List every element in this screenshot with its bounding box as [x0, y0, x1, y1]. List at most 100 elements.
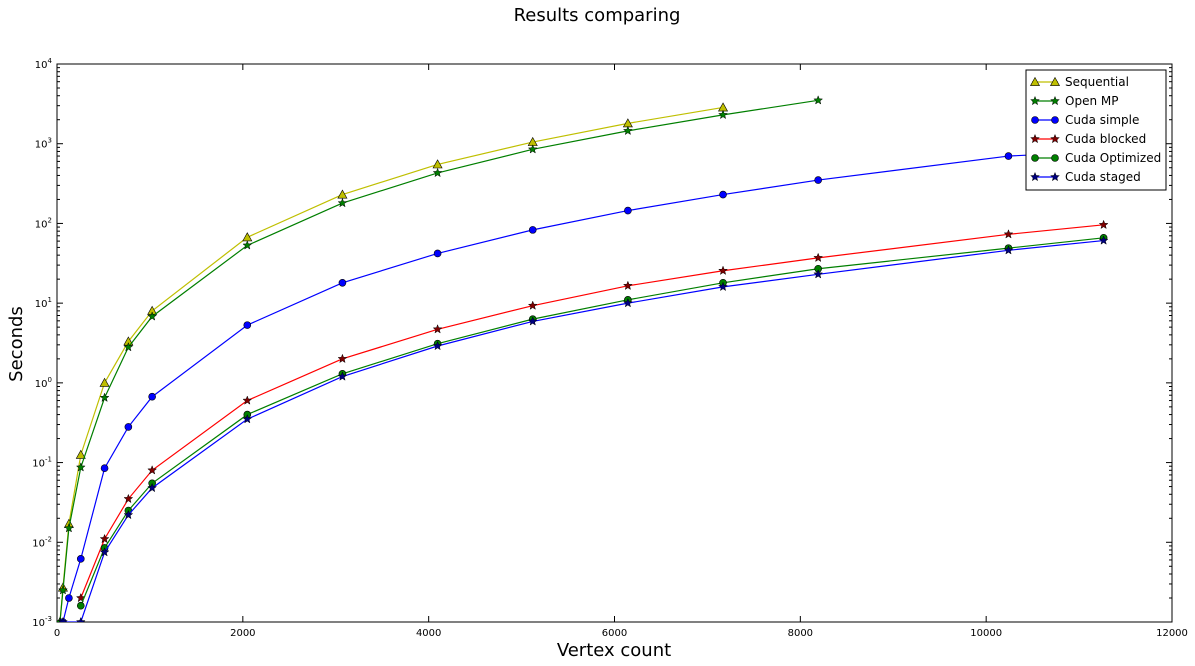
data-point-cuda-simple	[148, 392, 156, 401]
data-point-open-mp	[63, 523, 74, 533]
legend-marker	[1030, 95, 1040, 106]
data-point-cuda-staged	[813, 269, 824, 279]
series-layer	[57, 95, 1109, 622]
legend-label: Cuda staged	[1065, 170, 1141, 184]
data-point-cuda-simple	[814, 176, 822, 184]
legend-item-sequential: Sequential	[1029, 75, 1129, 89]
data-point-cuda-staged	[622, 297, 633, 308]
data-point-open-mp	[718, 109, 728, 120]
legend-label: Cuda Optimized	[1065, 151, 1161, 165]
data-point-cuda-staged	[1098, 235, 1109, 245]
data-point-cuda-simple	[100, 464, 109, 472]
legend-marker	[1050, 133, 1060, 144]
legend-marker	[1049, 76, 1061, 86]
series-cuda-simple	[59, 147, 1108, 622]
data-point-open-mp	[75, 462, 86, 472]
data-point-cuda-simple	[719, 190, 727, 199]
data-point-sequential	[99, 377, 110, 387]
y-tick-label: 10-2	[32, 535, 52, 549]
legend-item-open-mp: Open MP	[1030, 94, 1118, 108]
legend-marker	[1050, 95, 1060, 106]
y-tick-label: 104	[35, 57, 53, 71]
x-tick-label: 0	[54, 628, 60, 639]
data-point-cuda-blocked	[718, 265, 728, 275]
series-line-cuda-staged	[62, 239, 1104, 622]
legend-box	[1025, 69, 1167, 191]
data-point-open-mp	[242, 240, 253, 250]
data-point-open-mp	[147, 311, 158, 321]
legend-item-cuda-simple: Cuda simple	[1031, 113, 1139, 127]
data-point-cuda-staged	[123, 509, 134, 520]
data-point-cuda-staged	[57, 616, 68, 622]
data-point-cuda-blocked	[242, 395, 253, 405]
legend-label: Cuda blocked	[1065, 132, 1146, 146]
legend-marker	[1029, 76, 1041, 86]
data-point-cuda-optimized	[76, 601, 85, 610]
data-point-cuda-staged	[242, 413, 253, 424]
x-tick-label: 8000	[788, 628, 813, 639]
y-tick-label: 102	[35, 216, 52, 230]
data-point-cuda-staged	[527, 316, 538, 326]
legend-item-cuda-optimized: Cuda Optimized	[1031, 151, 1161, 165]
data-point-open-mp	[432, 167, 443, 178]
data-point-cuda-simple	[243, 321, 252, 329]
data-point-cuda-simple	[624, 206, 632, 215]
data-point-cuda-blocked	[99, 533, 110, 544]
y-tick-label: 100	[35, 376, 52, 390]
data-point-cuda-blocked	[123, 493, 134, 504]
data-point-cuda-staged	[99, 547, 110, 557]
data-point-cuda-simple	[65, 594, 73, 602]
data-point-cuda-blocked	[432, 324, 443, 334]
data-point-open-mp	[99, 392, 110, 402]
data-point-cuda-simple	[1004, 152, 1013, 160]
data-point-cuda-staged	[1003, 245, 1014, 255]
data-point-cuda-simple	[338, 278, 347, 287]
data-point-open-mp	[622, 125, 633, 136]
legend: Sequential Open MP Cuda simple Cuda blocked…	[1025, 69, 1167, 191]
y-tick-label: 103	[35, 137, 52, 151]
data-point-cuda-blocked	[622, 280, 633, 291]
legend-marker	[1031, 116, 1039, 124]
data-point-cuda-blocked	[337, 353, 348, 364]
x-tick-label: 4000	[416, 628, 441, 639]
chart-title: Results comparing	[514, 5, 681, 26]
data-point-cuda-staged	[337, 371, 348, 381]
legend-marker	[1051, 154, 1059, 162]
y-tick-label: 10-1	[32, 456, 52, 470]
y-axis: 10-3 10-2 10-1 100 101 102 103 104	[32, 57, 1172, 629]
data-point-cuda-staged	[432, 340, 443, 351]
series-cuda-staged	[57, 235, 1109, 622]
x-tick-label: 6000	[602, 628, 627, 639]
legend-marker	[1051, 116, 1059, 124]
data-point-cuda-simple	[124, 423, 133, 431]
data-point-cuda-staged	[75, 616, 86, 622]
legend-label: Open MP	[1065, 94, 1118, 108]
x-tick-label: 12000	[1156, 628, 1188, 639]
data-point-cuda-simple	[433, 249, 442, 258]
data-point-cuda-blocked	[813, 252, 824, 263]
x-tick-label: 2000	[230, 628, 255, 639]
data-point-cuda-blocked	[527, 300, 538, 310]
data-point-cuda-simple	[76, 555, 85, 563]
data-point-cuda-simple	[528, 226, 537, 234]
data-point-cuda-blocked	[147, 465, 158, 475]
x-axis: 0 2000 4000 6000 8000 10000 12000	[54, 64, 1188, 639]
legend-item-cuda-staged: Cuda staged	[1030, 170, 1141, 184]
data-point-sequential	[75, 449, 86, 459]
data-point-cuda-blocked	[1003, 229, 1014, 239]
series-line-open-mp	[59, 99, 819, 622]
series-cuda-blocked	[75, 219, 1109, 603]
x-tick-label: 10000	[970, 628, 1002, 639]
plot-frame	[56, 63, 1173, 623]
x-axis-label: Vertex count	[557, 640, 671, 661]
plot-area	[56, 63, 1173, 623]
data-point-open-mp	[337, 197, 348, 208]
legend-item-cuda-blocked: Cuda blocked	[1030, 132, 1146, 146]
legend-marker	[1030, 133, 1040, 144]
legend-label: Cuda simple	[1065, 113, 1139, 127]
y-axis-label: Seconds	[6, 306, 27, 382]
data-point-open-mp	[813, 95, 824, 105]
legend-marker	[1050, 171, 1060, 182]
data-point-open-mp	[123, 341, 134, 352]
